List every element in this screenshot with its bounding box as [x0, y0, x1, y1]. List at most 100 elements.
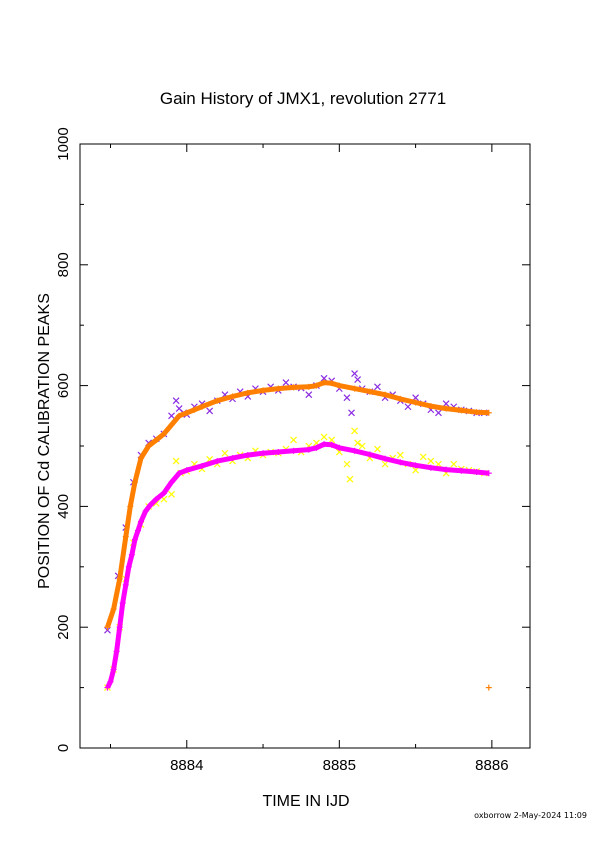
- data-point: [244, 389, 251, 396]
- data-point: [351, 427, 359, 435]
- data-point: [351, 447, 358, 454]
- data-point: [176, 412, 183, 419]
- y-tick-label: 1000: [55, 127, 72, 160]
- data-point: [104, 684, 111, 691]
- data-point: [321, 441, 328, 448]
- data-point: [320, 433, 328, 441]
- data-point: [260, 450, 267, 457]
- data-point: [485, 470, 492, 477]
- data-point: [183, 409, 190, 416]
- data-point: [145, 443, 152, 449]
- data-point: [374, 445, 381, 453]
- data-point: [138, 518, 145, 525]
- data-point: [374, 383, 381, 391]
- data-point: [229, 455, 236, 462]
- data-point: [442, 400, 450, 408]
- data-point: [147, 502, 154, 509]
- series-1-trend: [105, 380, 489, 628]
- data-point: [153, 436, 160, 443]
- data-point: [321, 379, 328, 386]
- data-point: [458, 407, 465, 414]
- data-point: [131, 536, 138, 543]
- data-point: [412, 399, 419, 406]
- data-point: [104, 626, 111, 634]
- data-point: [275, 385, 282, 392]
- data-point: [381, 460, 389, 468]
- series-3: [104, 441, 492, 691]
- chart-title: Gain History of JMX1, revolution 2771: [160, 89, 446, 108]
- data-point: [351, 385, 358, 392]
- axis-ticks: [80, 143, 530, 749]
- data-point: [427, 464, 434, 471]
- data-point: [275, 449, 282, 456]
- data-point: [435, 409, 442, 417]
- data-point: [336, 382, 343, 389]
- data-point: [412, 462, 419, 469]
- data-point: [354, 439, 362, 447]
- data-point: [125, 563, 132, 570]
- data-point: [313, 382, 320, 389]
- data-point: [168, 479, 175, 486]
- data-point: [348, 409, 355, 417]
- data-point: [397, 459, 404, 466]
- data-point: [358, 442, 366, 450]
- data-point: [290, 447, 297, 454]
- data-point: [168, 412, 175, 420]
- data-point: [458, 467, 465, 474]
- data-point: [160, 430, 167, 437]
- data-point: [328, 380, 335, 387]
- data-point: [168, 421, 175, 428]
- y-tick-label: 0: [55, 744, 72, 752]
- data-point: [397, 395, 404, 402]
- data-point: [396, 451, 404, 459]
- data-point: [199, 403, 206, 410]
- data-point: [328, 436, 336, 444]
- plot-marks: [104, 370, 492, 692]
- data-point: [485, 684, 492, 691]
- data-point: [290, 436, 297, 444]
- data-point: [191, 406, 198, 413]
- x-tick-label: 8884: [170, 757, 203, 774]
- data-point: [328, 441, 335, 448]
- data-point: [172, 397, 180, 405]
- data-point: [305, 391, 313, 399]
- data-point: [244, 452, 251, 459]
- data-point: [206, 407, 214, 415]
- data-point: [160, 490, 167, 497]
- data-point: [119, 600, 126, 607]
- x-tick-label: 8886: [475, 757, 508, 774]
- data-point: [450, 460, 458, 468]
- data-point: [343, 460, 351, 468]
- data-point: [336, 444, 343, 451]
- data-point: [419, 453, 427, 461]
- data-point: [343, 394, 351, 402]
- data-point: [412, 466, 420, 474]
- data-point: [346, 475, 354, 483]
- data-point: [214, 397, 221, 404]
- data-point: [351, 370, 359, 377]
- y-tick-label: 800: [55, 252, 72, 277]
- data-point: [443, 405, 450, 412]
- data-point: [199, 462, 206, 469]
- data-point: [153, 496, 160, 503]
- data-point: [473, 409, 480, 416]
- footer-timestamp: oxborrow 2-May-2024 11:09: [474, 811, 587, 820]
- x-tick-label: 8885: [323, 757, 356, 774]
- series-1: [104, 379, 492, 691]
- data-point: [127, 503, 134, 510]
- data-point: [473, 468, 480, 475]
- data-point: [110, 606, 117, 613]
- data-point: [313, 444, 320, 451]
- data-point: [305, 446, 312, 453]
- data-point: [382, 391, 389, 398]
- x-tick-labels: 8884 8885 8886: [170, 757, 508, 774]
- data-point: [427, 403, 434, 410]
- y-tick-labels: 0 200 400 600 800 1000: [55, 127, 72, 752]
- data-point: [290, 384, 297, 391]
- data-point: [116, 575, 123, 582]
- data-point: [366, 451, 373, 458]
- data-point: [260, 387, 267, 394]
- data-point: [113, 648, 120, 655]
- data-point: [282, 379, 290, 387]
